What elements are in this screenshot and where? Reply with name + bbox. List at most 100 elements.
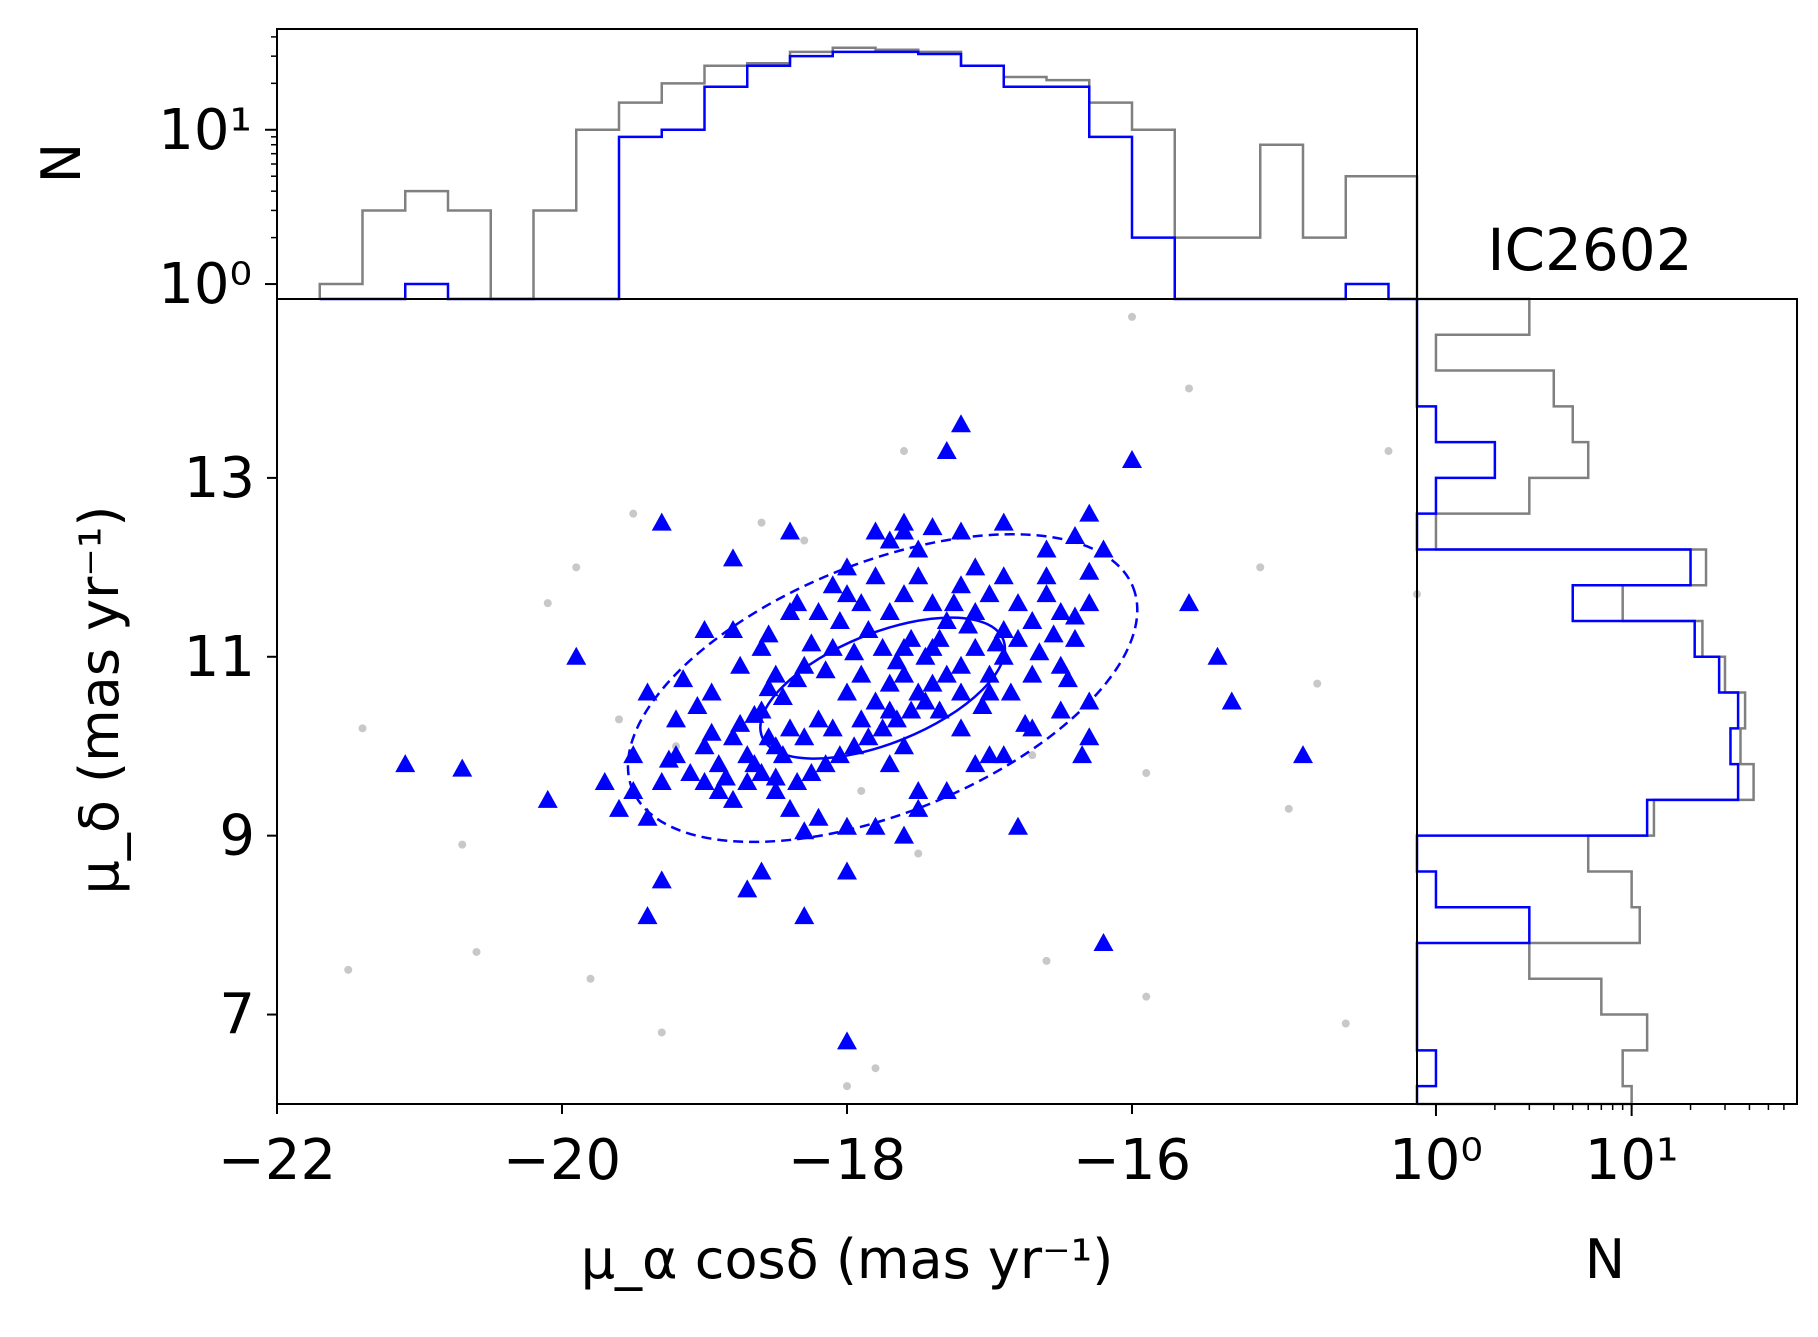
member-star-point	[744, 754, 765, 773]
member-star-point	[993, 745, 1014, 764]
member-star-point	[829, 745, 850, 764]
member-star-point	[965, 602, 986, 621]
x-tick-label: −16	[1073, 1128, 1191, 1193]
member-star-point	[908, 780, 929, 799]
member-star-point	[537, 789, 558, 808]
member-star-point	[787, 772, 808, 790]
member-star-point	[979, 745, 1000, 764]
field-star-point	[657, 1028, 666, 1037]
member-star-point	[637, 682, 658, 701]
field-star-point	[1142, 769, 1151, 778]
member-star-point	[822, 575, 843, 594]
member-star-point	[993, 646, 1014, 665]
field-star-point	[472, 947, 481, 956]
member-star-point	[794, 821, 815, 840]
right-x-tick-label: 10¹	[1585, 1128, 1679, 1193]
member-star-point	[723, 727, 743, 746]
member-star-point	[886, 651, 907, 670]
field-star-point	[1042, 956, 1051, 965]
member-star-point	[694, 772, 715, 790]
member-star-point	[993, 619, 1014, 638]
member-star-point	[808, 807, 829, 826]
member-star-point	[780, 718, 800, 737]
member-star-point	[1065, 606, 1085, 625]
member-star-point	[1057, 669, 1078, 688]
member-star-point	[815, 660, 836, 679]
field-star-point	[900, 447, 908, 456]
member-star-point	[637, 807, 658, 826]
member-star-point	[780, 798, 800, 817]
member-star-point	[1036, 584, 1057, 603]
field-star-point	[1028, 751, 1037, 760]
field-star-point	[344, 965, 353, 974]
member-star-point	[808, 709, 829, 728]
member-star-point	[1029, 642, 1050, 661]
member-star-point	[951, 682, 971, 701]
member-star-point	[651, 870, 672, 889]
member-star-point	[623, 745, 644, 764]
scatter-ylabel: μ_δ (mas yr⁻¹)	[68, 506, 131, 895]
field-star-point	[1128, 312, 1136, 321]
x-tick-label: −20	[503, 1128, 621, 1193]
member-star-point	[787, 669, 808, 688]
member-star-point	[965, 754, 986, 773]
right-histogram-xlabel: N	[1585, 1228, 1625, 1291]
field-star-point	[914, 849, 923, 858]
member-star-point	[1293, 745, 1313, 764]
member-star-point	[1050, 602, 1071, 621]
member-star-point	[908, 539, 929, 558]
member-star-point	[808, 602, 829, 621]
member-star-point	[751, 861, 772, 880]
member-star-point	[865, 521, 886, 540]
y-tick-label: 9	[219, 804, 255, 869]
top-y-tick-label: 10⁰	[158, 252, 252, 317]
member-star-point	[1065, 526, 1085, 545]
member-star-point	[872, 718, 893, 737]
member-star-point	[651, 512, 672, 531]
member-star-point	[1022, 664, 1043, 683]
member-star-point	[936, 441, 957, 460]
member-star-point	[993, 566, 1014, 585]
member-star-point	[829, 611, 850, 629]
member-star-point	[858, 727, 879, 746]
member-star-point	[886, 709, 907, 728]
member-star-point	[758, 624, 779, 643]
scatter-xlabel: μ_α cosδ (mas yr⁻¹)	[581, 1228, 1114, 1291]
member-star-point	[1079, 691, 1100, 710]
member-star-point	[794, 906, 815, 925]
y-tick-label: 7	[219, 983, 255, 1048]
member-star-point	[894, 825, 914, 844]
member-star-point	[794, 655, 815, 674]
member-star-point	[1050, 655, 1071, 674]
member-star-point	[858, 619, 879, 638]
member-star-point	[958, 615, 979, 634]
member-star-point	[837, 557, 857, 576]
member-star-point	[844, 736, 865, 755]
member-star-point	[851, 709, 872, 728]
member-star-point	[965, 557, 986, 576]
scatter-xticks: −22 −20 −18 −16	[218, 1104, 1191, 1193]
member-star-point	[936, 664, 957, 683]
member-star-point	[951, 575, 971, 594]
member-star-point	[730, 655, 751, 674]
member-star-point	[879, 530, 900, 549]
field-star-point	[615, 715, 623, 724]
member-star-point	[780, 602, 800, 621]
top-histogram: 10⁰ 10¹ N	[30, 28, 1419, 317]
member-star-point	[758, 727, 779, 746]
member-star-point	[395, 754, 416, 773]
member-star-point	[894, 521, 914, 540]
y-tick-label: 13	[184, 446, 255, 511]
chart-title: IC2602	[1487, 216, 1692, 284]
member-star-point	[744, 704, 765, 723]
field-star-point	[1341, 1019, 1350, 1028]
top-y-tick-label: 10¹	[158, 98, 252, 163]
member-star-point	[837, 584, 857, 603]
member-star-point	[723, 789, 743, 808]
member-stars	[395, 414, 1313, 1050]
member-star-point	[694, 736, 715, 755]
member-star-point	[1008, 628, 1028, 647]
member-star-point	[915, 691, 936, 710]
